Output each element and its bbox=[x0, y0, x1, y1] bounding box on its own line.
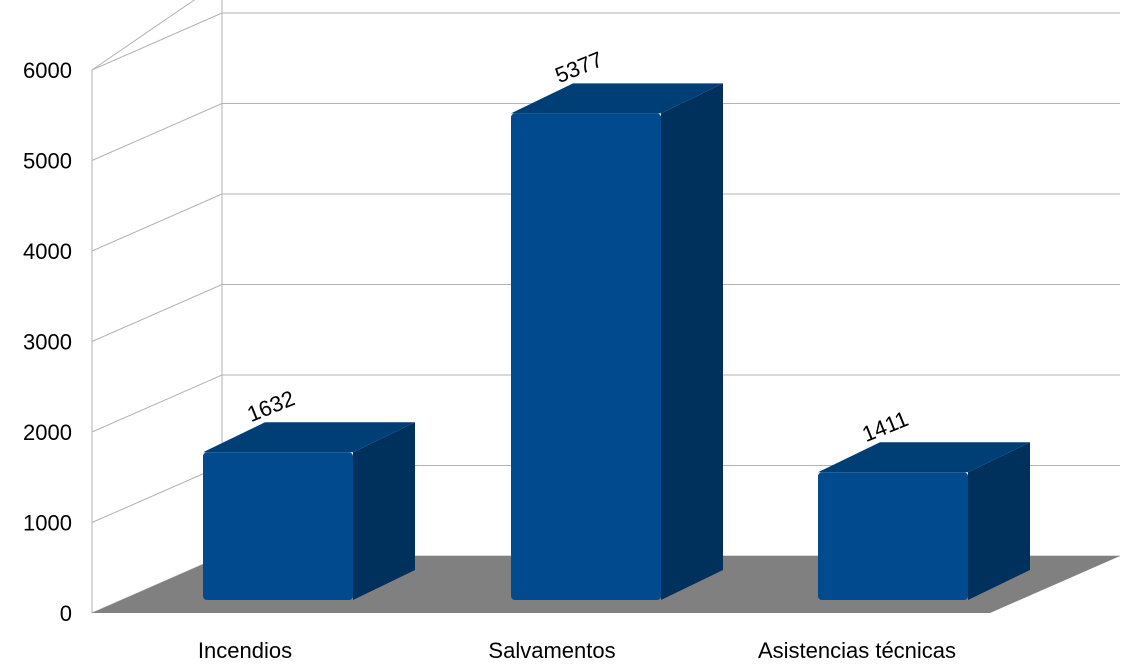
bar-top-face bbox=[203, 422, 415, 453]
bar-2 bbox=[511, 83, 723, 601]
bar-1 bbox=[203, 422, 415, 600]
gridline-side bbox=[91, 12, 223, 71]
side-wall-top-edge bbox=[91, 0, 196, 71]
y-tick-label: 2000 bbox=[23, 420, 72, 445]
x-category-label: Incendios bbox=[198, 638, 292, 663]
bar-top-face bbox=[818, 442, 1030, 473]
bar-side-face bbox=[353, 422, 415, 600]
bar-side-face bbox=[661, 83, 723, 601]
data-label: 1411 bbox=[859, 406, 912, 447]
bar-front-face bbox=[203, 452, 353, 600]
gridline-side bbox=[91, 193, 223, 252]
y-axis-ticks: 0 1000 2000 3000 4000 5000 6000 bbox=[23, 58, 72, 626]
data-labels: 1632 5377 1411 bbox=[244, 46, 912, 446]
y-tick-label: 5000 bbox=[23, 149, 72, 174]
bar-3 bbox=[818, 442, 1030, 600]
y-tick-label: 4000 bbox=[23, 239, 72, 264]
bar-top-face bbox=[511, 83, 723, 114]
gridline-side bbox=[91, 465, 223, 523]
y-tick-label: 6000 bbox=[23, 58, 72, 83]
gridline-side bbox=[91, 103, 223, 161]
gridline-side bbox=[91, 284, 223, 342]
data-label: 5377 bbox=[552, 46, 607, 88]
data-label: 1632 bbox=[244, 385, 299, 427]
y-tick-label: 3000 bbox=[23, 330, 72, 355]
y-tick-label: 0 bbox=[60, 601, 72, 626]
bar-series bbox=[203, 83, 1030, 601]
bar-front-face bbox=[511, 113, 661, 600]
x-category-label: Asistencias técnicas bbox=[758, 638, 956, 663]
bar-side-face bbox=[968, 442, 1030, 600]
bar-front-face bbox=[818, 472, 968, 600]
gridline-side bbox=[91, 374, 223, 433]
y-tick-label: 1000 bbox=[23, 511, 72, 536]
x-category-label: Salvamentos bbox=[488, 638, 615, 663]
x-axis-labels: Incendios Salvamentos Asistencias técnicas bbox=[198, 638, 956, 663]
